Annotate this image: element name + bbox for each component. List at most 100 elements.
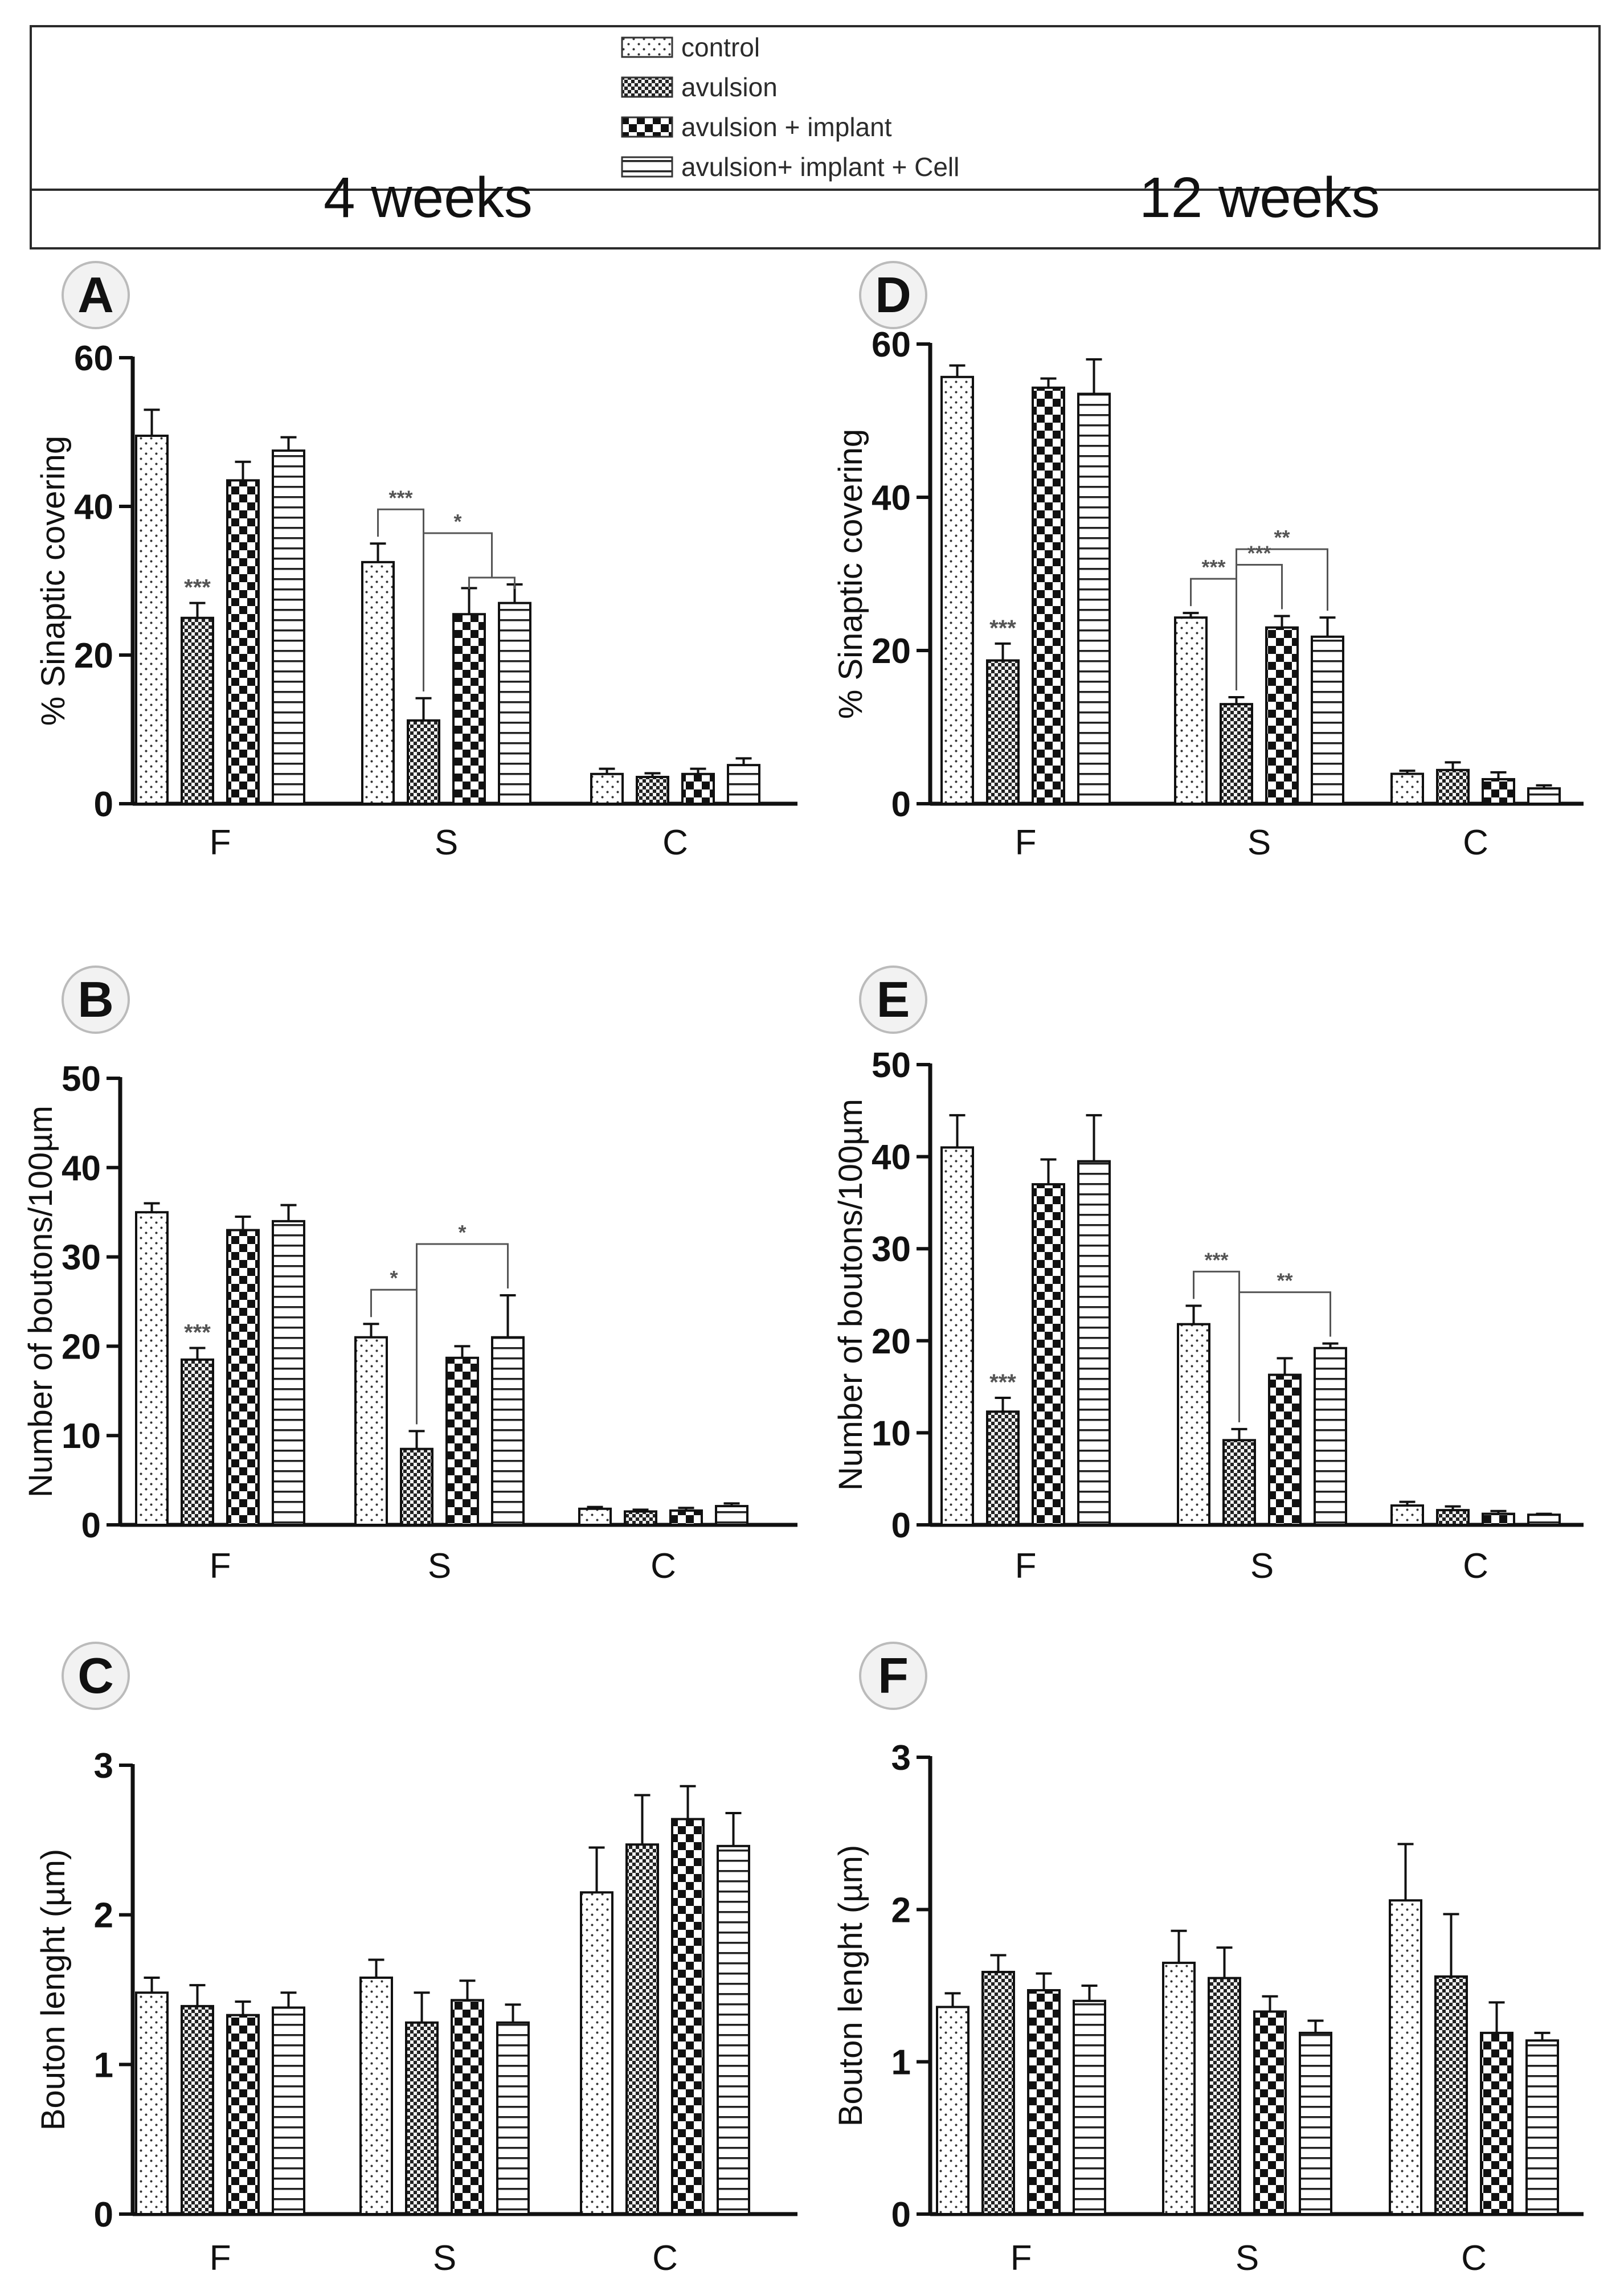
y-tick-label: 0 [891, 1506, 911, 1545]
y-axis-label: Bouton lenght (µm) [35, 1849, 72, 2130]
x-tick-label: F [1015, 1547, 1037, 1586]
panel-letter: D [875, 267, 911, 323]
bar-a-s-3 [498, 602, 531, 805]
y-axis-label: % Sinaptic covering [832, 429, 869, 719]
panel-badge [859, 1642, 927, 1710]
legend-item-control: control [621, 27, 959, 67]
bar-e-s-3 [1314, 1347, 1347, 1527]
bar-c-f-3 [272, 2006, 305, 2216]
panel-letter: E [877, 971, 910, 1028]
legend-swatch-avulsion [621, 76, 673, 98]
bar-b-f-0 [135, 1211, 169, 1526]
bar-d-s-1 [1220, 703, 1253, 805]
bar-c-s-0 [359, 1976, 393, 2215]
x-tick-label: F [1015, 823, 1037, 862]
bar-f-f-2 [1027, 1989, 1061, 2216]
x-tick-label: F [210, 2239, 231, 2278]
bar-a-f-3 [272, 449, 305, 805]
bar-b-f-1 [181, 1358, 214, 1526]
bar-b-c-0 [578, 1507, 612, 1526]
bar-f-s-2 [1253, 2010, 1287, 2216]
bar-c-f-2 [226, 2014, 260, 2215]
bar-c-c-1 [625, 1843, 659, 2216]
y-tick-label: 1 [891, 2043, 911, 2083]
y-tick-label: 0 [94, 785, 113, 824]
y-tick-label: 0 [891, 2195, 911, 2235]
y-tick-label: 3 [891, 1738, 911, 1778]
panel-letter: A [77, 267, 114, 323]
x-tick-label: S [1247, 823, 1271, 862]
x-tick-label: S [1236, 2239, 1259, 2278]
bar-f-s-3 [1299, 2031, 1332, 2215]
significance-label: ** [1274, 526, 1290, 549]
bar-c-c-3 [717, 1844, 750, 2216]
bar-b-c-2 [669, 1509, 703, 1527]
bar-f-s-0 [1162, 1961, 1196, 2215]
y-tick-label: 30 [62, 1238, 101, 1278]
legend-label-control: control [681, 32, 760, 62]
bar-c-s-2 [451, 1999, 484, 2216]
bar-f-f-3 [1073, 1999, 1106, 2216]
bar-e-f-0 [940, 1146, 974, 1526]
significance-subbracket [468, 576, 516, 590]
bar-c-c-0 [580, 1891, 613, 2215]
significance-label: *** [184, 1320, 211, 1345]
bar-b-c-3 [715, 1505, 748, 1527]
legend: control avulsion avulsion + implant avul… [621, 27, 959, 187]
bar-b-c-1 [624, 1510, 657, 1526]
significance-label: *** [184, 575, 211, 600]
y-tick-label: 10 [62, 1417, 101, 1456]
bar-a-c-0 [590, 772, 624, 805]
x-tick-label: S [428, 1547, 451, 1586]
x-tick-label: F [1011, 2239, 1032, 2278]
bar-d-c-1 [1436, 768, 1470, 805]
header-box [30, 25, 1601, 249]
y-tick-label: 20 [872, 1322, 911, 1361]
y-tick-label: 20 [872, 632, 911, 671]
panel-letter: B [77, 971, 114, 1028]
y-tick-label: 2 [891, 1891, 911, 1930]
x-tick-label: S [435, 823, 458, 862]
bar-f-c-2 [1480, 2031, 1513, 2215]
significance-label: ** [1277, 1269, 1292, 1292]
bar-d-f-3 [1077, 392, 1111, 805]
bar-b-s-2 [445, 1356, 479, 1526]
y-axis-label: % Sinaptic covering [35, 436, 72, 726]
bar-d-c-2 [1482, 778, 1515, 805]
header-week-4: 4 weeks [324, 166, 533, 230]
bar-f-c-1 [1434, 1975, 1468, 2215]
y-tick-label: 60 [872, 325, 911, 365]
bar-d-f-0 [940, 375, 974, 805]
bar-b-f-2 [226, 1229, 260, 1527]
significance-label: *** [1201, 555, 1225, 579]
bar-e-c-0 [1390, 1504, 1424, 1526]
bar-b-s-0 [354, 1336, 388, 1526]
legend-item-avulsion-implant: avulsion + implant [621, 107, 959, 147]
significance-bracket [1238, 1291, 1331, 1422]
significance-bracket [416, 1243, 509, 1425]
significance-label: * [453, 510, 461, 533]
y-tick-label: 0 [81, 1506, 101, 1545]
y-tick-label: 20 [74, 636, 113, 676]
bar-c-s-1 [405, 2021, 439, 2215]
bar-a-s-1 [407, 719, 440, 805]
panel-badge [62, 261, 130, 329]
bar-e-c-1 [1436, 1509, 1470, 1527]
bar-f-s-1 [1208, 1977, 1241, 2215]
bar-d-s-2 [1265, 626, 1299, 805]
bar-a-f-0 [135, 435, 169, 805]
y-tick-label: 20 [62, 1327, 101, 1367]
bar-d-s-0 [1174, 616, 1208, 805]
significance-label: *** [388, 486, 412, 509]
y-tick-label: 40 [74, 488, 113, 527]
panel-badge [62, 1642, 130, 1710]
significance-label: *** [1204, 1248, 1228, 1271]
y-tick-label: 50 [62, 1059, 101, 1099]
bar-e-s-0 [1177, 1323, 1210, 1526]
y-tick-label: 40 [62, 1149, 101, 1188]
bar-c-s-3 [496, 2021, 530, 2215]
